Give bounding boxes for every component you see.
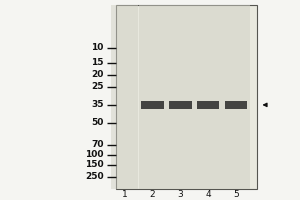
Text: 100: 100 — [85, 150, 104, 159]
Text: 15: 15 — [91, 58, 103, 67]
Text: 10: 10 — [91, 43, 104, 52]
Bar — [141, 101, 164, 109]
Text: 70: 70 — [91, 140, 103, 149]
Bar — [139, 5, 166, 189]
Bar — [222, 5, 250, 189]
Bar — [194, 5, 222, 189]
Text: 150: 150 — [85, 160, 104, 169]
Bar — [111, 5, 138, 189]
Text: 35: 35 — [91, 100, 103, 109]
Text: 50: 50 — [91, 118, 104, 127]
Text: 3: 3 — [177, 190, 183, 199]
Text: 1: 1 — [122, 190, 128, 199]
Text: 4: 4 — [206, 190, 211, 199]
Text: 5: 5 — [233, 190, 239, 199]
Bar — [225, 101, 248, 109]
Bar — [169, 101, 192, 109]
Text: 25: 25 — [91, 82, 103, 91]
Bar — [197, 101, 220, 109]
Text: 2: 2 — [150, 190, 155, 199]
Bar — [167, 5, 194, 189]
Bar — [116, 5, 256, 189]
Text: 20: 20 — [91, 70, 104, 79]
Text: 250: 250 — [85, 172, 104, 181]
